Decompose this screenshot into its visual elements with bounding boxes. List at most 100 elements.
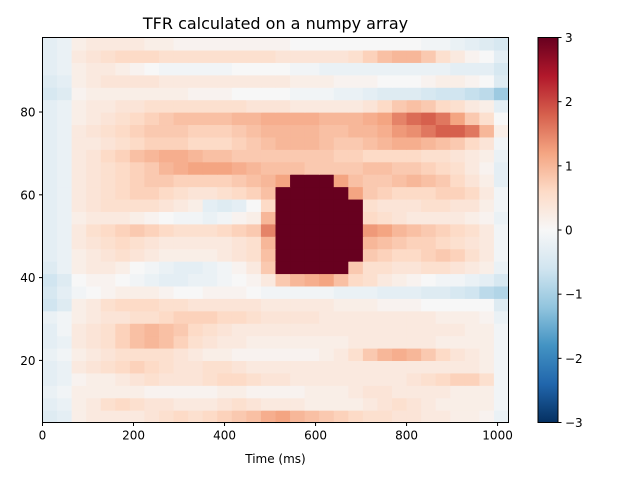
heatmap-cell (493, 285, 510, 299)
heatmap-cell (144, 385, 160, 399)
heatmap-cell (217, 37, 233, 51)
heatmap-cell (188, 198, 204, 212)
heatmap-cell (362, 87, 379, 101)
heatmap-cell (450, 74, 466, 88)
heatmap-cell (377, 261, 393, 275)
heatmap-cell (421, 298, 437, 312)
heatmap-cell (435, 323, 451, 337)
heatmap-cell (71, 410, 87, 424)
heatmap-cell (42, 397, 58, 411)
heatmap-cell (159, 211, 175, 225)
heatmap-cell (159, 273, 175, 287)
heatmap-cell (435, 198, 451, 212)
heatmap-cell (348, 74, 364, 88)
heatmap-cell (86, 236, 102, 250)
heatmap-cell (86, 248, 102, 262)
heatmap-cell (71, 273, 87, 287)
heatmap-cell (115, 62, 131, 76)
heatmap-cell (333, 124, 349, 138)
heatmap-cell (100, 211, 116, 225)
heatmap-cell (144, 397, 160, 411)
heatmap-cell (42, 360, 58, 374)
heatmap-cell (188, 347, 204, 362)
heatmap-cell (275, 87, 291, 101)
heatmap-cell (42, 198, 58, 212)
heatmap-cell (71, 198, 87, 212)
heatmap-cell (435, 261, 451, 275)
heatmap-cell (406, 198, 422, 212)
heatmap-cell (231, 335, 247, 349)
heatmap-cell (435, 248, 451, 262)
heatmap-cell (260, 410, 277, 424)
heatmap-cell (421, 161, 437, 175)
heatmap-cell (217, 385, 233, 399)
heatmap-cell (348, 273, 364, 287)
heatmap-cell (450, 236, 466, 250)
heatmap-cell (144, 49, 160, 63)
heatmap-cell (173, 323, 189, 337)
heatmap-cell (275, 372, 291, 386)
heatmap-cell (319, 62, 335, 76)
heatmap-cell (392, 211, 408, 225)
heatmap-cell (115, 136, 131, 150)
heatmap-cell (100, 298, 116, 312)
heatmap-cell (275, 62, 291, 76)
heatmap-cell (464, 360, 480, 374)
heatmap-cell (129, 223, 146, 237)
heatmap-cell (421, 174, 437, 188)
heatmap-cell (392, 410, 408, 424)
heatmap-cell (42, 223, 58, 237)
heatmap-cell (173, 410, 189, 424)
heatmap-cell (217, 397, 233, 411)
heatmap-cell (86, 397, 102, 411)
heatmap-cell (362, 198, 379, 212)
heatmap-cell (202, 285, 218, 299)
heatmap-cell (290, 298, 306, 312)
heatmap-cell (115, 99, 131, 113)
heatmap-cell (421, 49, 437, 63)
heatmap-cell (129, 186, 146, 200)
heatmap-cell (202, 62, 218, 76)
heatmap-cell (450, 372, 466, 386)
heatmap-cell (86, 360, 102, 374)
heatmap-cell (159, 37, 175, 51)
heatmap-cell (173, 273, 189, 287)
heatmap-cell (57, 360, 73, 374)
heatmap-cell (304, 174, 320, 188)
heatmap-cell (188, 298, 204, 312)
heatmap-cell (115, 372, 131, 386)
heatmap-cell (115, 360, 131, 374)
heatmap-cell (57, 310, 73, 324)
y-tick-label: 40 (20, 271, 35, 285)
heatmap-cell (319, 136, 335, 150)
heatmap-cell (42, 298, 58, 312)
heatmap-cell (421, 37, 437, 51)
heatmap-cell (319, 186, 335, 200)
heatmap-cell (493, 186, 510, 200)
heatmap-cell (333, 211, 349, 225)
heatmap-cell (260, 49, 277, 63)
heatmap-cell (100, 198, 116, 212)
heatmap-cell (493, 385, 510, 399)
heatmap-cell (100, 410, 116, 424)
heatmap-cell (493, 261, 510, 275)
heatmap-cell (173, 62, 189, 76)
heatmap-cell (319, 360, 335, 374)
heatmap-cell (129, 285, 146, 299)
heatmap-cell (392, 248, 408, 262)
heatmap-cell (479, 87, 495, 101)
heatmap-cell (202, 112, 218, 126)
heatmap-cell (202, 298, 218, 312)
heatmap-cell (42, 236, 58, 250)
heatmap-cell (57, 347, 73, 362)
heatmap-cell (304, 285, 320, 299)
heatmap-cell (246, 211, 262, 225)
heatmap-cell (406, 397, 422, 411)
heatmap-cell (71, 74, 87, 88)
heatmap-cell (129, 273, 146, 287)
y-tick-label: 20 (20, 354, 35, 368)
heatmap-cell (362, 124, 379, 138)
heatmap-cell (188, 99, 204, 113)
heatmap-cell (348, 49, 364, 63)
heatmap-cell (260, 136, 277, 150)
